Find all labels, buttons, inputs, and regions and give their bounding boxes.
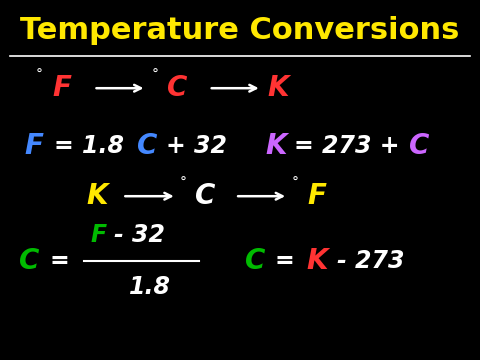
Text: = 1.8: = 1.8 bbox=[54, 134, 124, 158]
Text: °: ° bbox=[36, 68, 43, 81]
Text: F: F bbox=[24, 132, 43, 160]
Text: = 273 +: = 273 + bbox=[294, 134, 400, 158]
Text: =: = bbox=[275, 249, 294, 273]
Text: =: = bbox=[49, 249, 69, 273]
Text: K: K bbox=[265, 132, 287, 160]
Text: F: F bbox=[90, 223, 107, 247]
Text: K: K bbox=[86, 182, 108, 210]
Text: F: F bbox=[308, 182, 327, 210]
Text: - 273: - 273 bbox=[337, 249, 405, 273]
Text: C: C bbox=[245, 247, 265, 275]
Text: °: ° bbox=[292, 176, 299, 189]
Text: C: C bbox=[409, 132, 430, 160]
Text: C: C bbox=[195, 182, 216, 210]
Text: C: C bbox=[19, 247, 39, 275]
Text: + 32: + 32 bbox=[166, 134, 227, 158]
Text: 1.8: 1.8 bbox=[129, 275, 171, 299]
Text: °: ° bbox=[180, 176, 187, 189]
Text: °: ° bbox=[151, 68, 158, 81]
Text: - 32: - 32 bbox=[114, 223, 165, 247]
Text: K: K bbox=[268, 74, 289, 102]
Text: C: C bbox=[167, 74, 187, 102]
Text: K: K bbox=[306, 247, 328, 275]
Text: F: F bbox=[53, 74, 72, 102]
Text: Temperature Conversions: Temperature Conversions bbox=[20, 16, 460, 45]
Text: C: C bbox=[137, 132, 157, 160]
